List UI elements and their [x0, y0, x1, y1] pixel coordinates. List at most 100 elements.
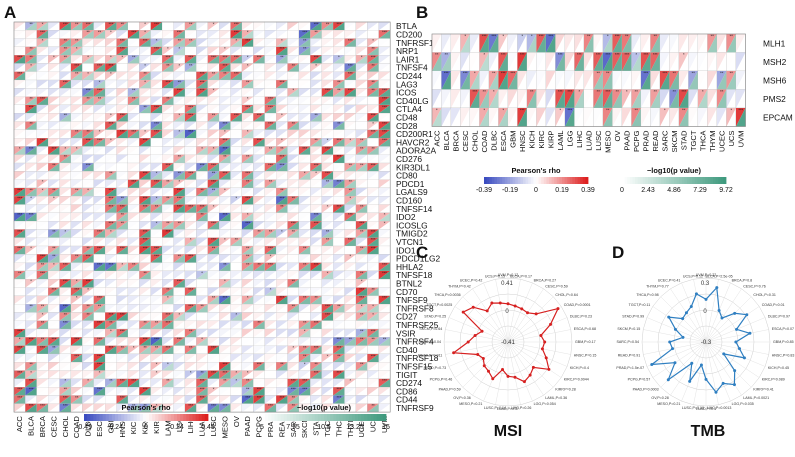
heatmap-a-significance-star: ***: [17, 329, 22, 333]
heatmap-a-p-legend-swatch: [268, 414, 272, 421]
heatmap-a-significance-star: **: [144, 346, 148, 350]
heatmap-a-rho-triangle: [139, 196, 151, 205]
heatmap-a-p-triangle: [378, 271, 391, 280]
heatmap-a-significance-star: ***: [291, 221, 296, 225]
heatmap-a-rho-triangle: [299, 204, 311, 213]
heatmap-a-rho-triangle: [253, 279, 265, 288]
heatmap-a-p-triangle: [14, 212, 26, 222]
heatmap-a-rho-triangle: [321, 229, 334, 238]
heatmap-a-rho-legend-swatch: [161, 414, 165, 421]
heatmap-a-rho-triangle: [59, 287, 71, 296]
heatmap-a-rho-triangle: [105, 80, 117, 89]
heatmap-a-rho-triangle: [310, 121, 322, 130]
heatmap-a-p-triangle: [242, 246, 254, 255]
heatmap-a-rho-triangle: [36, 113, 49, 122]
heatmap-a-rho-triangle: [207, 154, 220, 164]
heatmap-a-significance-star: **: [372, 80, 376, 84]
heatmap-a-p-triangle: [93, 88, 106, 97]
heatmap-a-significance-star: *: [87, 72, 89, 76]
heatmap-b-rho-legend-swatch: [538, 177, 542, 184]
heatmap-a-rho-triangle: [310, 171, 322, 180]
heatmap-a-rho-triangle: [276, 295, 288, 305]
heatmap-a-significance-star: ***: [17, 196, 22, 200]
heatmap-a-p-triangle: [207, 295, 220, 305]
heatmap-a-rho-triangle: [253, 96, 265, 105]
heatmap-a-rho-legend-swatch: [142, 414, 147, 421]
heatmap-b-significance-star: ***: [567, 108, 572, 112]
heatmap-a-rho-triangle: [230, 229, 242, 238]
heatmap-a-p-triangle: [230, 237, 242, 247]
radar-msi-data-point: [486, 369, 490, 373]
heatmap-a-rho-triangle: [59, 196, 71, 205]
heatmap-a-rho-triangle: [139, 71, 151, 81]
heatmap-a-significance-star: **: [52, 229, 56, 233]
heatmap-a-rho-triangle: [219, 121, 231, 130]
heatmap-a-rho-triangle: [14, 295, 26, 305]
heatmap-a-rho-triangle: [264, 204, 277, 213]
heatmap-a-rho-triangle: [378, 38, 391, 47]
heatmap-a-p-triangle: [356, 163, 368, 172]
heatmap-a-rho-triangle: [264, 188, 277, 197]
heatmap-a-rho-triangle: [93, 171, 106, 180]
heatmap-a-rho-triangle: [116, 221, 128, 230]
heatmap-a-rho-triangle: [344, 221, 356, 230]
heatmap-a-rho-triangle: [25, 30, 37, 39]
heatmap-a-significance-star: *: [19, 146, 21, 150]
heatmap-a-p-triangle: [276, 80, 288, 89]
heatmap-b-significance-star: ***: [605, 52, 610, 56]
heatmap-b-column-label: PAAD: [622, 130, 631, 151]
heatmap-a-significance-star: **: [87, 97, 91, 101]
heatmap-a-p-triangle: [116, 262, 128, 271]
heatmap-a-p-triangle: [367, 237, 379, 247]
heatmap-a-rho-triangle: [105, 22, 117, 31]
heatmap-a-significance-star: ***: [17, 387, 22, 391]
heatmap-b-significance-star: ***: [567, 89, 572, 93]
heatmap-a-rho-triangle: [48, 121, 60, 130]
heatmap-b-column-label: KICH: [527, 131, 536, 149]
heatmap-a-p-triangle: [116, 38, 128, 47]
heatmap-a-rho-triangle: [367, 129, 379, 139]
heatmap-a-significance-star: *: [213, 22, 215, 26]
heatmap-a-rho-triangle: [207, 46, 220, 56]
radar-msi-axis-label: COAD,P=0.0001: [564, 303, 591, 307]
heatmap-a-rho-triangle: [36, 254, 49, 263]
heatmap-a-rho-triangle: [173, 30, 185, 39]
heatmap-a-p-triangle: [333, 154, 345, 164]
heatmap-a-significance-star: ***: [29, 337, 34, 341]
heatmap-a-significance-star: ***: [143, 337, 148, 341]
heatmap-a-significance-star: ***: [120, 312, 125, 316]
heatmap-a-rho-triangle: [333, 212, 345, 222]
heatmap-b-column-label: UVM: [736, 131, 745, 148]
heatmap-a-rho-triangle: [230, 105, 242, 114]
heatmap-a-rho-triangle: [367, 55, 379, 64]
heatmap-a-p-triangle: [36, 22, 49, 31]
heatmap-a-rho-triangle: [207, 262, 220, 271]
radar-msi-data-point: [531, 365, 535, 369]
heatmap-a-rho-triangle: [25, 113, 37, 122]
heatmap-a-rho-triangle: [310, 188, 322, 197]
heatmap-a-significance-star: ***: [325, 304, 330, 308]
heatmap-a-significance-star: **: [41, 337, 45, 341]
heatmap-b-significance-star: **: [483, 89, 487, 93]
heatmap-a-rho-triangle: [71, 113, 83, 122]
heatmap-a-rho-triangle: [230, 246, 242, 255]
heatmap-a-rho-triangle: [310, 246, 322, 255]
heatmap-a-p-triangle: [242, 179, 254, 188]
heatmap-a-rho-triangle: [321, 262, 334, 271]
heatmap-a-p-triangle: [344, 138, 356, 147]
heatmap-a-significance-star: ***: [371, 354, 376, 358]
heatmap-a-rho-triangle: [253, 154, 265, 164]
heatmap-a-p-triangle: [219, 146, 231, 155]
heatmap-a-rho-triangle: [253, 229, 265, 238]
heatmap-a-significance-star: **: [337, 88, 341, 92]
heatmap-a-significance-star: **: [246, 155, 250, 159]
heatmap-a-rho-triangle: [219, 304, 231, 313]
heatmap-a-rho-triangle: [287, 295, 299, 305]
radar-msi-data-point: [534, 312, 538, 316]
heatmap-a-significance-star: *: [372, 38, 374, 42]
heatmap-a-significance-star: ***: [223, 404, 228, 408]
heatmap-a-significance-star: **: [178, 38, 182, 42]
heatmap-a-rho-triangle: [93, 163, 106, 172]
heatmap-a-rho-triangle: [207, 196, 220, 205]
